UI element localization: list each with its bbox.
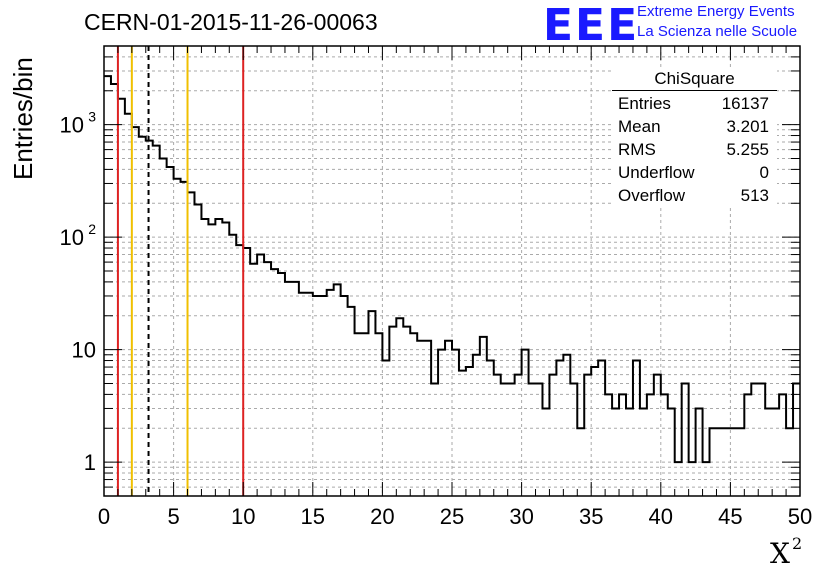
stats-row: Underflow 0 <box>612 161 777 184</box>
x-tick-label: 25 <box>440 504 464 529</box>
stats-value: 5.255 <box>726 140 769 159</box>
y-tick-label: 10 <box>60 225 84 250</box>
x-tick-label: 15 <box>301 504 325 529</box>
stats-row: Mean 3.201 <box>612 115 777 138</box>
stats-row: RMS 5.255 <box>612 138 777 161</box>
stats-label: RMS <box>618 140 656 159</box>
x-tick-label: 50 <box>788 504 812 529</box>
y-tick-label: 10 <box>72 338 96 363</box>
x-axis-label-sup: 2 <box>791 534 803 553</box>
stats-row: Overflow 513 <box>612 184 777 207</box>
x-tick-label: 45 <box>718 504 742 529</box>
x-tick-label: 40 <box>649 504 673 529</box>
stats-label: Mean <box>618 117 661 136</box>
chart-title: CERN-01-2015-11-26-00063 <box>84 9 378 35</box>
stats-row: Entries 16137 <box>612 92 777 115</box>
x-tick-label: 20 <box>370 504 394 529</box>
stats-label: Entries <box>618 94 671 113</box>
logo-line-2: La Scienza nelle Scuole <box>637 23 798 40</box>
x-tick-label: 30 <box>509 504 533 529</box>
x-tick-label: 5 <box>167 504 179 529</box>
stats-title: ChiSquare <box>612 69 777 91</box>
x-axis-label-base: X <box>770 537 790 570</box>
y-tick-exponent: 3 <box>88 109 96 125</box>
stats-value: 3.201 <box>726 117 769 136</box>
logo-line-1: Extreme Energy Events <box>637 3 795 20</box>
y-axis-label: Entries/bin <box>8 57 38 180</box>
stats-box: ChiSquare Entries 16137 Mean 3.201 RMS 5.25… <box>612 69 777 207</box>
histogram-series <box>104 75 800 464</box>
stats-label: Overflow <box>618 186 686 205</box>
y-tick-exponent: 2 <box>88 221 96 237</box>
stats-value: 513 <box>740 186 769 205</box>
y-tick-label: 10 <box>60 113 84 138</box>
eee-logo: EEE <box>543 0 640 51</box>
stats-value: 0 <box>759 163 769 182</box>
x-tick-label: 0 <box>98 504 110 529</box>
x-tick-label: 35 <box>579 504 603 529</box>
stats-value: 16137 <box>721 94 769 113</box>
y-tick-label: 1 <box>84 450 96 475</box>
stats-label: Underflow <box>618 163 695 182</box>
x-tick-label: 10 <box>231 504 255 529</box>
